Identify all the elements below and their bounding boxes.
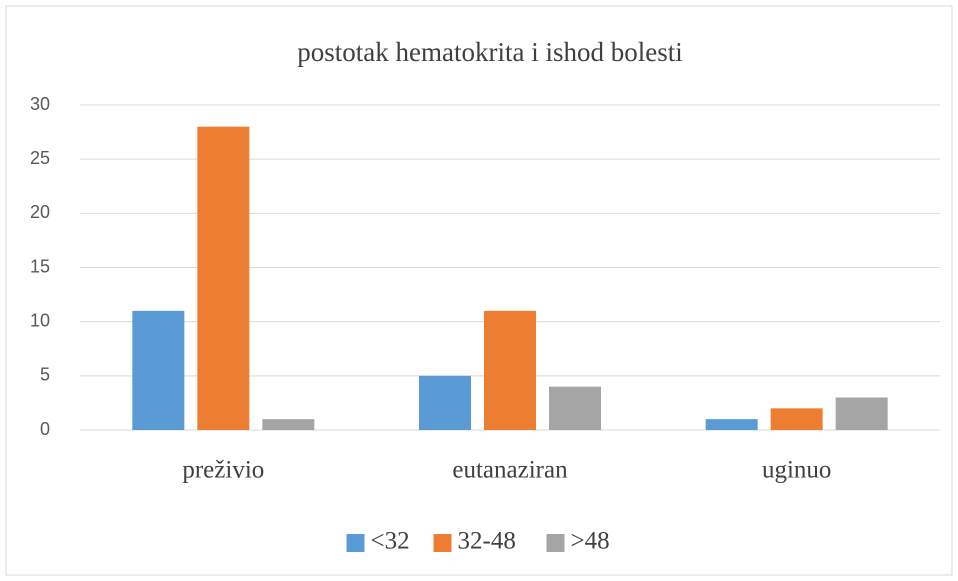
- bar: [132, 310, 185, 430]
- chart-border: [5, 5, 953, 576]
- y-tick-label: 25: [30, 148, 50, 168]
- legend-label: >48: [571, 528, 610, 555]
- bar: [835, 397, 888, 430]
- y-tick-label: 30: [30, 94, 50, 114]
- bar: [419, 375, 471, 430]
- legend-swatch: [346, 534, 365, 552]
- bar: [549, 386, 601, 430]
- legend-swatch: [433, 534, 452, 552]
- y-tick-label: 5: [40, 365, 50, 385]
- x-tick-label: eutanaziran: [452, 457, 568, 484]
- y-tick-label: 20: [30, 202, 50, 222]
- legend-label: <32: [371, 528, 410, 555]
- bar: [197, 126, 250, 431]
- legend-label: 32-48: [458, 528, 516, 555]
- x-tick-label: uginuo: [762, 457, 831, 484]
- bar: [262, 419, 315, 430]
- chart-title: postotak hematokrita i ishod bolesti: [297, 37, 682, 67]
- y-tick-label: 15: [30, 256, 50, 276]
- bar: [770, 408, 823, 430]
- y-tick-label: 0: [40, 419, 50, 439]
- x-tick-label: preživio: [182, 457, 264, 484]
- bar: [705, 419, 758, 430]
- y-tick-label: 10: [30, 310, 50, 330]
- bar: [484, 310, 536, 430]
- legend-swatch: [546, 534, 565, 552]
